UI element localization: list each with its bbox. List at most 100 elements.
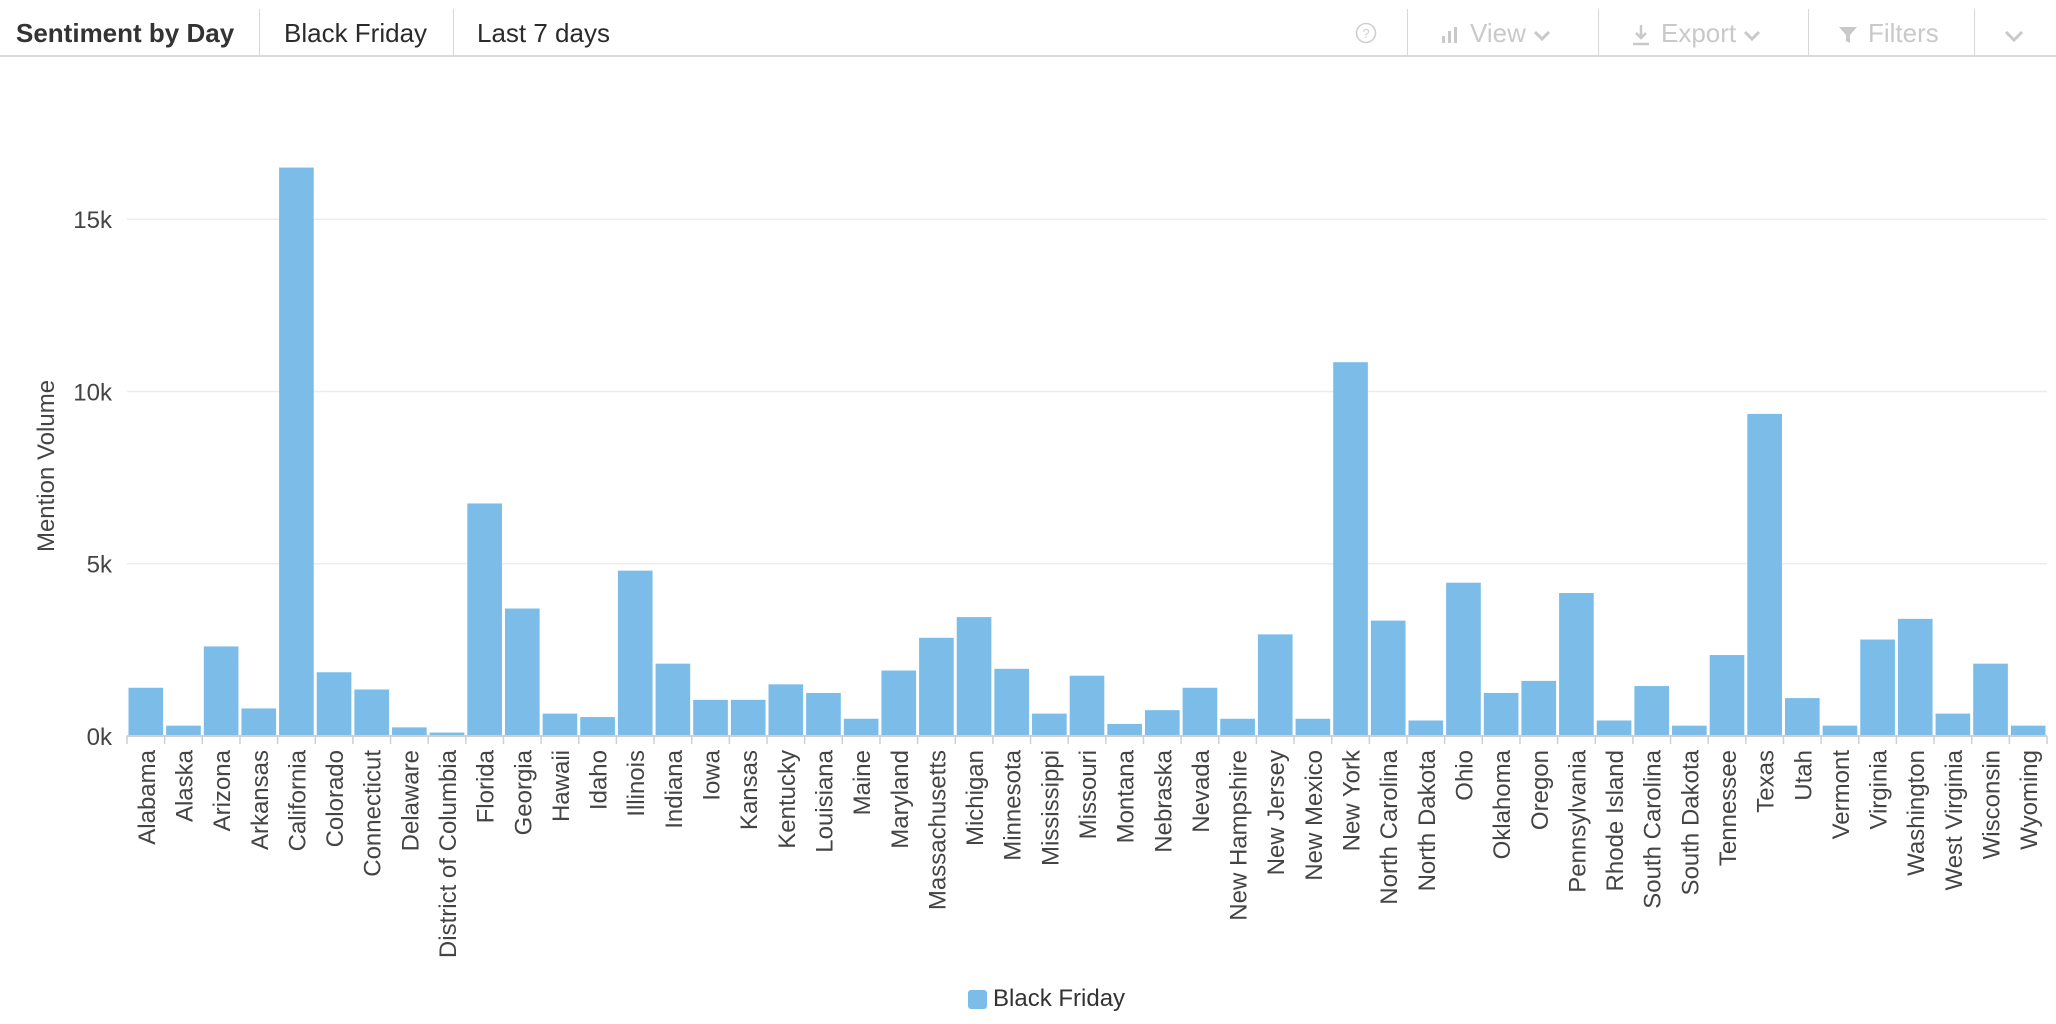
bar-chart: 0k 5k 10k 15k Mention Volume Alabama Alaska Ari… (33, 167, 2048, 958)
bar[interactable] (881, 670, 917, 736)
chart-legend[interactable]: Black Friday (968, 985, 1125, 1013)
x-tick-label: Connecticut (360, 750, 387, 877)
bar[interactable] (1446, 582, 1481, 736)
x-tick-label: Wisconsin (1979, 750, 2006, 859)
bar[interactable] (1709, 655, 1745, 736)
bar[interactable] (1295, 718, 1331, 736)
bar[interactable] (392, 727, 427, 736)
x-tick-label: Virginia (1866, 749, 1893, 829)
bar[interactable] (768, 684, 804, 736)
bar[interactable] (1747, 413, 1782, 736)
bar[interactable] (843, 718, 879, 736)
bar[interactable] (693, 699, 728, 736)
bar[interactable] (994, 668, 1030, 736)
x-tick-label: Florida (473, 749, 500, 823)
bar[interactable] (730, 699, 766, 736)
bar[interactable] (1822, 725, 1858, 736)
toolbar-divider (259, 9, 260, 55)
bar[interactable] (504, 608, 540, 736)
bar[interactable] (1220, 718, 1255, 736)
download-icon (1633, 25, 1649, 46)
x-tick-label: Indiana (661, 749, 688, 828)
x-tick-label: South Carolina (1640, 749, 1667, 908)
bar[interactable] (956, 617, 992, 736)
x-tick-label: Illinois (623, 750, 650, 817)
bar[interactable] (1521, 680, 1557, 736)
bar[interactable] (1973, 663, 2008, 736)
bar[interactable] (1634, 686, 1670, 736)
bar[interactable] (1935, 713, 1971, 736)
x-tick-label: Missouri (1075, 750, 1102, 839)
x-tick-label: New Hampshire (1226, 750, 1253, 921)
bar[interactable] (617, 570, 653, 736)
x-tick-label: Nevada (1188, 749, 1215, 832)
bar[interactable] (1672, 725, 1707, 736)
bar[interactable] (1483, 692, 1519, 736)
bar[interactable] (542, 713, 578, 736)
bar[interactable] (1370, 620, 1406, 736)
bar[interactable] (316, 672, 352, 736)
bar[interactable] (279, 167, 314, 737)
bar[interactable] (655, 663, 691, 736)
x-tick-label: Pennsylvania (1564, 749, 1591, 892)
bar[interactable] (919, 637, 954, 736)
x-tick-label: Maryland (887, 750, 914, 849)
more-options-button[interactable] (2003, 0, 2025, 55)
view-button[interactable]: View (1440, 0, 1552, 55)
y-tick-label: 10k (73, 379, 113, 406)
x-tick-label: District of Columbia (435, 749, 462, 958)
x-tick-label: New York (1339, 749, 1366, 851)
bar[interactable] (1596, 720, 1632, 736)
bar[interactable] (1107, 723, 1142, 736)
bar[interactable] (1069, 675, 1105, 736)
bar[interactable] (1333, 362, 1368, 736)
bar[interactable] (2010, 725, 2046, 736)
y-tick-label: 5k (87, 552, 113, 579)
topic-selector[interactable]: Black Friday (284, 18, 428, 48)
x-tick-label: Kentucky (774, 750, 801, 849)
toolbar-divider (1808, 9, 1809, 55)
x-tick-label: Nebraska (1150, 749, 1177, 852)
bar[interactable] (128, 687, 164, 736)
x-tick-label: Louisiana (811, 749, 838, 852)
x-tick-label: Kansas (736, 750, 763, 830)
bar[interactable] (1784, 698, 1820, 736)
bar[interactable] (1032, 713, 1067, 736)
legend-swatch (968, 990, 987, 1009)
bar[interactable] (203, 646, 239, 736)
x-tick-label: Michigan (962, 750, 989, 846)
x-tick-label: South Dakota (1677, 749, 1704, 895)
bar[interactable] (1144, 710, 1180, 736)
bar[interactable] (1860, 639, 1895, 736)
date-range-selector[interactable]: Last 7 days (477, 18, 610, 48)
bar[interactable] (1257, 634, 1293, 736)
x-tick-label: Massachusetts (924, 750, 951, 910)
bar[interactable] (1182, 687, 1218, 736)
bar[interactable] (429, 732, 465, 736)
help-icon[interactable]: ? (1355, 22, 1377, 44)
view-label: View (1470, 18, 1526, 48)
x-tick-label: California (284, 749, 311, 851)
bar[interactable] (166, 725, 201, 736)
export-button[interactable]: Export (1631, 0, 1762, 55)
widget-title: Sentiment by Day (16, 18, 235, 48)
y-tick-label: 0k (87, 724, 113, 751)
x-tick-label: Idaho (586, 750, 613, 810)
x-tick-label: Alaska (171, 749, 198, 822)
bar[interactable] (806, 692, 841, 736)
x-tick-label: Vermont (1828, 750, 1855, 840)
bar[interactable] (1408, 720, 1444, 736)
x-tick-label: Texas (1753, 750, 1780, 813)
bar-chart-icon (1442, 27, 1457, 44)
bar[interactable] (241, 708, 277, 736)
bar[interactable] (1897, 618, 1933, 736)
x-tick-label: Tennessee (1715, 750, 1742, 866)
chevron-down-icon (1533, 31, 1550, 42)
bar[interactable] (467, 503, 502, 736)
bar[interactable] (1559, 593, 1594, 736)
bar[interactable] (354, 689, 390, 736)
x-tick-label: Arizona (209, 749, 236, 831)
bar[interactable] (580, 717, 615, 736)
filter-icon (1839, 27, 1857, 44)
filters-button[interactable]: Filters (1838, 0, 1945, 55)
